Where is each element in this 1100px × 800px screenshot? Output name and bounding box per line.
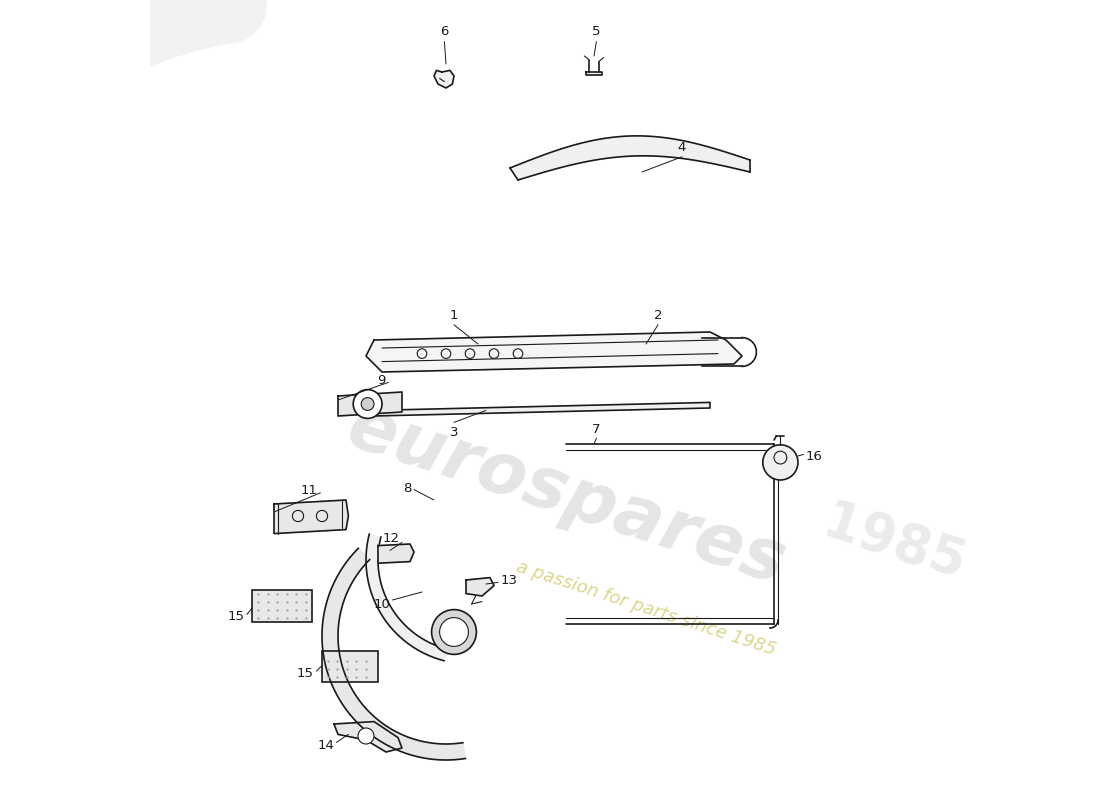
Text: 1985: 1985 (816, 497, 972, 591)
Text: 6: 6 (440, 26, 449, 38)
Circle shape (762, 445, 798, 480)
FancyBboxPatch shape (252, 590, 312, 622)
Text: 15: 15 (297, 667, 313, 680)
Text: 2: 2 (653, 310, 662, 322)
Polygon shape (434, 70, 454, 88)
Text: 14: 14 (317, 739, 334, 752)
Text: 15: 15 (228, 610, 244, 622)
Polygon shape (334, 722, 402, 752)
Polygon shape (510, 136, 750, 180)
Text: 13: 13 (500, 574, 517, 586)
Text: 16: 16 (806, 450, 823, 462)
Text: eurospares: eurospares (338, 393, 794, 599)
Text: 12: 12 (383, 532, 399, 545)
Circle shape (431, 610, 476, 654)
Polygon shape (366, 534, 447, 661)
Text: 10: 10 (373, 598, 390, 610)
Circle shape (353, 390, 382, 418)
Text: 11: 11 (301, 484, 318, 497)
Text: 5: 5 (592, 26, 601, 38)
Circle shape (440, 618, 469, 646)
Polygon shape (274, 500, 349, 534)
Polygon shape (466, 578, 494, 596)
Polygon shape (378, 544, 414, 563)
Polygon shape (366, 332, 742, 372)
Polygon shape (586, 72, 602, 75)
Text: 9: 9 (377, 374, 386, 386)
Circle shape (358, 728, 374, 744)
Polygon shape (322, 548, 465, 760)
FancyBboxPatch shape (322, 651, 378, 682)
Text: 1: 1 (450, 310, 459, 322)
Text: 8: 8 (404, 482, 411, 494)
Polygon shape (374, 402, 710, 416)
Text: 7: 7 (592, 423, 601, 436)
Text: 3: 3 (450, 426, 459, 438)
Text: a passion for parts since 1985: a passion for parts since 1985 (514, 558, 778, 658)
Circle shape (361, 398, 374, 410)
Polygon shape (338, 392, 402, 416)
Text: 4: 4 (678, 141, 686, 154)
